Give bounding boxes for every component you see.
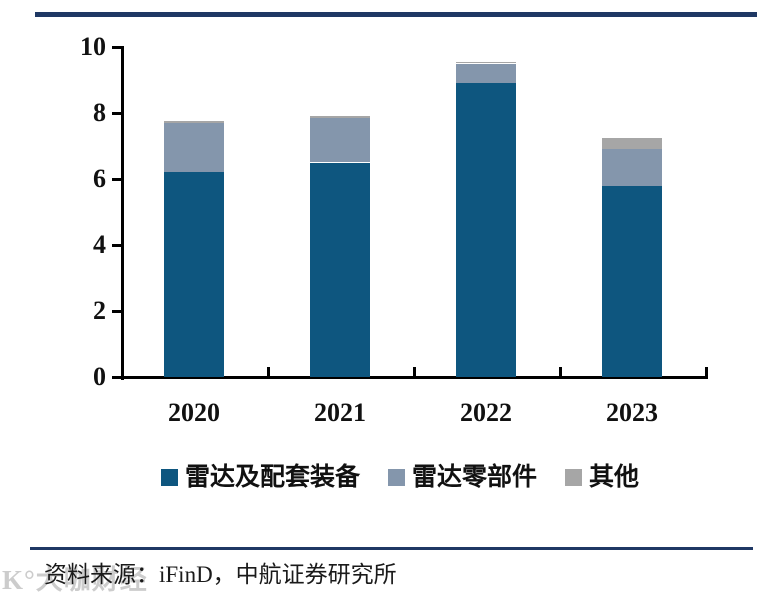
bar-segment-2021-s1 xyxy=(310,117,370,163)
y-axis-tick xyxy=(112,309,121,313)
y-axis-label: 2 xyxy=(93,296,106,325)
x-axis-label: 2022 xyxy=(460,398,512,427)
y-axis-label: 4 xyxy=(93,230,106,259)
watermark: K°大咖财经 xyxy=(2,565,148,595)
x-axis-label: 2023 xyxy=(606,398,658,427)
bar-segment-2023-s2 xyxy=(602,138,662,150)
legend-label: 雷达零部件 xyxy=(411,463,537,491)
bar-segment-2023-s1 xyxy=(602,149,662,186)
x-axis-label: 2020 xyxy=(168,398,220,427)
bar-segment-2021-s2 xyxy=(310,115,370,118)
legend-swatch-icon xyxy=(387,468,405,486)
y-axis-tick xyxy=(112,111,121,115)
bar-segment-2022-s0 xyxy=(456,83,516,377)
y-axis-label: 0 xyxy=(93,362,106,391)
x-axis-tick xyxy=(267,367,270,377)
x-axis-tick xyxy=(559,367,562,377)
y-axis-label: 10 xyxy=(80,32,106,61)
bottom-divider xyxy=(30,547,753,550)
x-axis-line xyxy=(121,376,708,379)
bar-segment-2020-s2 xyxy=(164,121,224,123)
top-divider xyxy=(35,12,757,17)
y-axis-label: 6 xyxy=(93,164,106,193)
legend-item-1: 雷达零部件 xyxy=(387,463,537,491)
legend-swatch-icon xyxy=(565,468,582,486)
x-axis-label: 2021 xyxy=(314,398,366,427)
bar-segment-2021-s0 xyxy=(310,162,370,377)
y-axis-label: 8 xyxy=(93,98,106,127)
y-axis-line xyxy=(121,46,124,380)
legend-label: 雷达及配套装备 xyxy=(184,463,360,491)
legend-label: 其他 xyxy=(589,463,640,491)
x-axis-tick xyxy=(705,367,708,377)
bar-segment-2022-s2 xyxy=(456,61,516,64)
bar-segment-2020-s0 xyxy=(164,172,224,377)
bar-segment-2023-s0 xyxy=(602,185,662,377)
source-note: 资料来源：iFinD，中航证券研究所 xyxy=(44,562,397,587)
x-axis-tick xyxy=(413,367,416,377)
chart-legend: 雷达及配套装备 雷达零部件 其他 xyxy=(90,462,710,492)
legend-swatch-icon xyxy=(160,468,178,486)
y-axis-tick xyxy=(112,243,121,247)
bar-segment-2022-s1 xyxy=(456,63,516,84)
bar-segment-2020-s1 xyxy=(164,122,224,173)
legend-item-0: 雷达及配套装备 xyxy=(160,463,360,491)
y-axis-tick xyxy=(112,45,121,49)
y-axis-tick xyxy=(112,375,121,379)
legend-item-2: 其他 xyxy=(565,465,639,490)
y-axis-tick xyxy=(112,177,121,181)
